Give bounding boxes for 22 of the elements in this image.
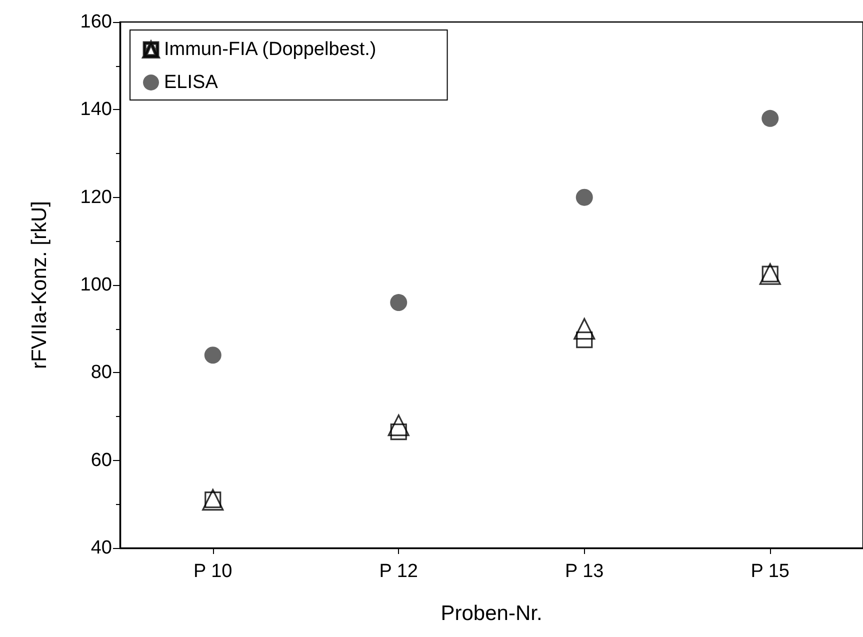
x-tick-label: P 15 (750, 561, 790, 582)
point (576, 331, 593, 348)
y-tick-label: 160 (80, 12, 112, 32)
y-tick-label: 100 (80, 274, 112, 296)
point (576, 188, 593, 206)
legend-label: ELISA (164, 72, 218, 93)
y-axis-title: rFVIIa-Konz. [rkU] (28, 200, 51, 370)
point (204, 346, 222, 364)
y-tick-label: 60 (90, 450, 112, 471)
y-tick-label: 140 (80, 99, 112, 120)
y-tick-label: 80 (90, 362, 112, 384)
point (574, 318, 596, 340)
x-axis-title: Proben-Nr. (440, 602, 542, 625)
legend-label: Immun-FIA (Doppelbest.) (164, 39, 376, 60)
point (388, 414, 410, 436)
point (390, 294, 408, 312)
point (762, 110, 779, 127)
y-tick-label: 40 (90, 538, 112, 558)
y-tick-label: 120 (80, 186, 112, 208)
x-tick-label: P 10 (194, 561, 232, 582)
x-tick-label: P 12 (379, 561, 418, 582)
x-tick-label: P 13 (565, 561, 604, 582)
